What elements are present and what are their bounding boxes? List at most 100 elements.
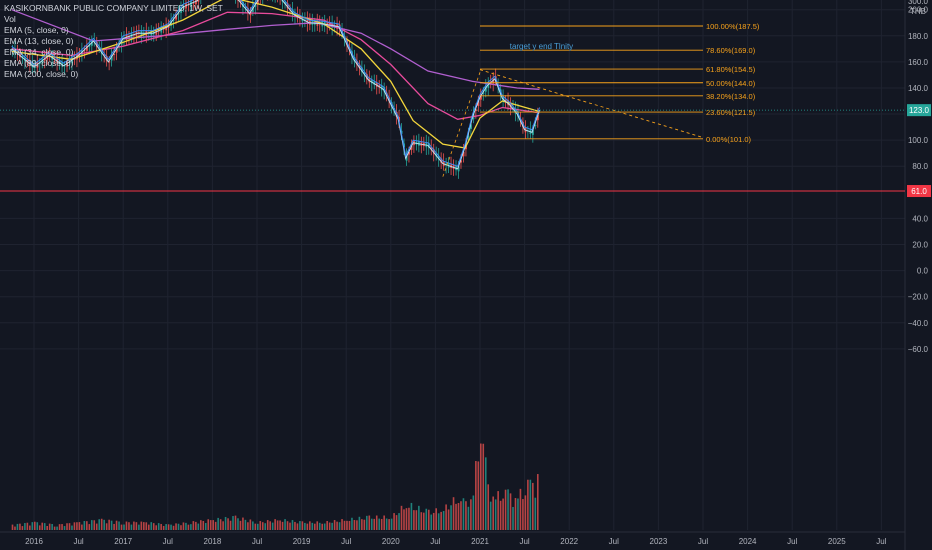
volume-bar xyxy=(36,522,39,530)
volume-bar xyxy=(450,505,452,530)
volume-bar xyxy=(420,512,423,530)
volume-bar xyxy=(113,523,115,530)
volume-bar xyxy=(512,506,514,530)
volume-bar xyxy=(130,524,133,530)
volume-bar xyxy=(261,522,264,530)
volume-bar xyxy=(484,457,487,530)
volume-bar xyxy=(266,520,269,530)
fib-level-label: 23.60%(121.5) xyxy=(706,108,756,117)
volume-bar xyxy=(222,521,224,530)
volume-bar xyxy=(279,520,281,530)
volume-bar xyxy=(470,499,472,530)
volume-bar xyxy=(48,523,51,530)
volume-bar xyxy=(529,479,532,530)
volume-bar xyxy=(172,525,175,530)
time-tick-label: 2018 xyxy=(204,537,222,546)
candle-body xyxy=(477,101,480,106)
candle-body xyxy=(110,55,113,61)
volume-bar xyxy=(165,524,167,530)
volume-bar xyxy=(38,525,41,530)
volume-bar xyxy=(462,498,465,530)
volume-bar xyxy=(373,518,376,530)
top-partial-tick-label: 300.0 xyxy=(908,0,929,6)
candle-body xyxy=(462,151,465,157)
volume-bar xyxy=(257,523,259,530)
volume-bar xyxy=(333,520,336,530)
volume-bar xyxy=(440,511,442,530)
volume-bar xyxy=(415,510,418,530)
volume-bar xyxy=(43,523,46,530)
candle-body xyxy=(90,41,93,46)
time-tick-label: Jul xyxy=(430,537,440,546)
candle-body xyxy=(172,19,175,21)
time-tick-label: Jul xyxy=(609,537,619,546)
volume-bar xyxy=(514,498,517,530)
volume-bar xyxy=(427,509,430,530)
volume-bar xyxy=(98,519,101,530)
volume-bar xyxy=(536,474,539,530)
time-tick-label: 2021 xyxy=(471,537,489,546)
volume-bar xyxy=(281,521,284,530)
volume-bar xyxy=(197,523,200,530)
time-tick-label: Jul xyxy=(519,537,529,546)
volume-bar xyxy=(83,521,86,530)
fib-level-label: 78.60%(169.0) xyxy=(706,46,756,55)
volume-bar xyxy=(423,512,425,530)
volume-bar xyxy=(182,522,185,530)
indicator-ema34: EMA (34, close, 0) xyxy=(4,47,74,57)
candle-body xyxy=(113,54,116,56)
volume-bar xyxy=(76,522,78,530)
fib-level-label: 61.80%(154.5) xyxy=(706,65,756,74)
volume-bar xyxy=(316,521,319,530)
indicator-vol: Vol xyxy=(4,14,16,24)
candle-body xyxy=(504,100,507,102)
volume-bar xyxy=(118,521,120,530)
volume-bar xyxy=(16,523,19,530)
candle-body xyxy=(480,94,482,100)
volume-bar xyxy=(452,497,455,530)
fib-level-label: 100.00%(187.5) xyxy=(706,22,760,31)
candle-body xyxy=(247,7,249,14)
candle-body xyxy=(361,67,363,72)
red-line-badge xyxy=(907,185,931,198)
price-tick-label: −60.0 xyxy=(908,345,929,354)
candle-body xyxy=(197,0,200,2)
volume-bar xyxy=(460,501,462,530)
volume-bar xyxy=(291,520,294,530)
candle-body xyxy=(100,48,103,55)
ema-line xyxy=(11,0,540,149)
candle-body xyxy=(157,30,160,32)
volume-bar xyxy=(395,515,398,530)
volume-bar xyxy=(328,522,331,530)
time-tick-label: 2022 xyxy=(560,537,578,546)
volume-bar xyxy=(457,502,460,530)
candle-body xyxy=(195,0,197,5)
candle-body xyxy=(115,47,118,53)
currency-label: THB xyxy=(910,7,926,16)
candle-body xyxy=(460,160,462,163)
candle-body xyxy=(252,7,254,12)
time-tick-label: 2023 xyxy=(650,537,668,546)
volume-bar xyxy=(135,522,138,530)
candle-body xyxy=(29,61,31,65)
volume-bar xyxy=(375,515,378,530)
volume-bar xyxy=(276,520,279,530)
volume-bar xyxy=(93,520,96,530)
candle-body xyxy=(108,61,111,63)
price-tick-label: 80.0 xyxy=(912,162,928,171)
volume-bar xyxy=(58,524,61,530)
volume-bar xyxy=(73,522,76,530)
volume-bar xyxy=(86,521,88,530)
candle-body xyxy=(128,36,130,38)
candle-body xyxy=(43,58,46,61)
volume-bar xyxy=(229,520,232,530)
volume-bar xyxy=(527,479,529,530)
candle-body xyxy=(430,147,433,150)
volume-bar xyxy=(304,522,306,530)
volume-bar xyxy=(219,519,222,530)
candle-body xyxy=(34,66,36,68)
volume-bar xyxy=(180,525,182,530)
volume-bar xyxy=(100,518,103,530)
volume-bar xyxy=(430,514,433,530)
